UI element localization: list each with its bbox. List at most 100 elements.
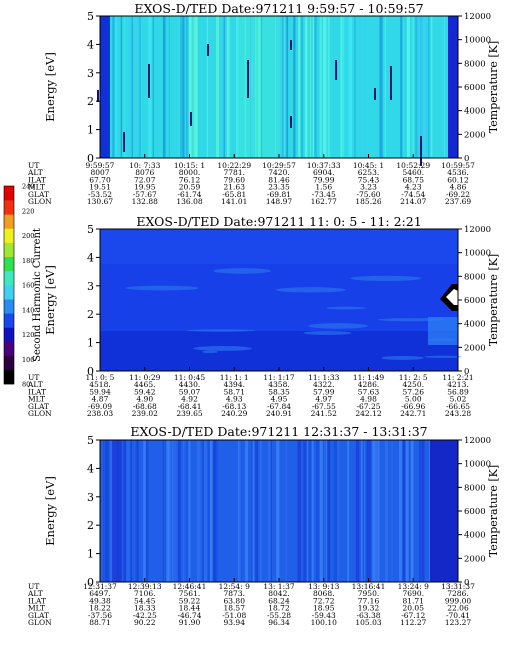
y-axis-left: 0 1 2 3 4 5 Energy [eV] (43, 223, 100, 378)
spectrogram-stripe (223, 16, 225, 158)
spectrogram-band (430, 440, 458, 582)
orbit-row-label: MLT (28, 395, 45, 404)
spectrogram-stripe (359, 16, 362, 158)
orbit-row-label: UT (28, 161, 39, 170)
orbit-cell: -68.13 (222, 402, 246, 411)
orbit-cell: 8042. (268, 589, 289, 598)
spectrogram (100, 440, 458, 582)
y-tick-label: 1 (87, 337, 94, 350)
orbit-cell: -67.25 (356, 402, 380, 411)
spectrogram-stripe (178, 440, 181, 582)
spectrogram-stripe (124, 16, 126, 158)
spectrogram-band (100, 229, 458, 264)
orbit-cell: -55.28 (267, 611, 291, 620)
orbit-cell: 4250. (403, 380, 424, 389)
orbit-cell: 999.00 (445, 596, 471, 605)
spectrogram-stripe (252, 440, 256, 582)
orbit-cell: 105.03 (355, 618, 381, 627)
y2-axis-label: Temperature [K] (487, 254, 500, 346)
spectrogram-dark-feature (335, 60, 337, 80)
spectrogram-stripe (126, 440, 128, 582)
colorbar-segment (4, 256, 14, 272)
spectrogram-stripe (179, 16, 182, 158)
orbit-cell: 67.70 (89, 175, 111, 184)
y-tick-label: 1 (87, 548, 94, 561)
orbit-cell: 75.43 (358, 175, 380, 184)
spectrogram-stripe (182, 440, 185, 582)
colorbar-segment (4, 313, 14, 328)
y-tick-label: 3 (87, 491, 94, 504)
orbit-cell: 7286. (447, 589, 468, 598)
spectrogram-stripe (244, 16, 247, 158)
orbit-cell: 141.01 (221, 197, 247, 206)
spectrogram-dark-feature (207, 44, 209, 56)
y-tick-label: 5 (87, 10, 94, 23)
spectrogram-stripe (115, 16, 117, 158)
spectrogram-stripe (366, 440, 370, 582)
spectrogram-stripe (347, 440, 350, 582)
orbit-cell: 148.97 (266, 197, 292, 206)
spectrogram-dark-feature (123, 132, 125, 152)
panel-1: EXOS-D/TED Date:971211 9:59:57 - 10:59:5… (27, 1, 500, 206)
orbit-cell: 68.24 (268, 596, 290, 605)
spectrogram-stripe (270, 440, 273, 582)
colorbar-segment (4, 327, 14, 342)
y-tick-label: 4 (87, 462, 94, 475)
orbit-cell: 239.02 (132, 409, 158, 418)
orbit-cell: 7561. (179, 589, 200, 598)
y-axis-label: Energy [eV] (43, 476, 57, 546)
spectrogram-stripe (182, 16, 185, 158)
spectrogram-stripe (362, 440, 366, 582)
spectrogram-stripe (364, 16, 367, 158)
spectrogram-stripe (199, 440, 201, 582)
orbit-cell: 22.06 (447, 604, 469, 613)
orbit-cell: 96.34 (268, 618, 290, 627)
orbit-cell: 185.26 (355, 197, 381, 206)
spectrogram-stripe (406, 16, 410, 158)
colorbar: 80 100 120 140 160 180 200 220 240 Second Harmoni… (3, 183, 43, 389)
spectrogram-stripe (284, 16, 287, 158)
spectrogram-patch (202, 350, 219, 354)
orbit-cell: -69.81 (267, 190, 291, 199)
y-axis-right: 0 2000 4000 6000 8000 10000 12000 Temperature [… (458, 436, 500, 588)
orbit-cell: -67.84 (267, 402, 291, 411)
spectrogram-stripe (443, 16, 445, 158)
orbit-cell: 79.60 (224, 175, 246, 184)
orbit-cell: 4.93 (226, 395, 243, 404)
spectrogram-stripe (136, 440, 139, 582)
spectrogram-patch (381, 355, 424, 360)
orbit-cell: 19.51 (89, 183, 110, 192)
spectrogram-stripe (128, 440, 131, 582)
y-axis-right: 0 2000 4000 6000 8000 10000 12000 Temperature [… (458, 225, 500, 377)
y2-tick-label: 4000 (464, 531, 486, 541)
orbit-cell: 7420. (268, 168, 289, 177)
orbit-cell: 3.23 (360, 183, 377, 192)
orbit-cell: 237.69 (445, 197, 471, 206)
orbit-row-label: MLT (28, 183, 45, 192)
orbit-cell: 240.29 (221, 409, 247, 418)
orbit-cell: 10: 7:33 (129, 161, 161, 170)
orbit-cell: -67.55 (312, 402, 336, 411)
spectrogram-stripe (384, 16, 386, 158)
y-tick-label: 3 (87, 67, 94, 80)
y-tick-label: 0 (87, 365, 94, 378)
orbit-cell: 72.07 (134, 175, 156, 184)
orbit-cell: -73.45 (312, 190, 336, 199)
orbit-cell: 9:59:57 (86, 161, 115, 170)
spectrogram-stripe (193, 16, 195, 158)
orbit-cell: 240.91 (266, 409, 292, 418)
orbit-cell: 18.72 (268, 604, 290, 613)
colorbar-label: Second Harmonic Current (32, 228, 43, 362)
spectrogram-stripe (327, 16, 330, 158)
spectrogram-patch (213, 268, 272, 274)
orbit-row-label: GLAT (28, 611, 49, 620)
y-axis-label: Energy [eV] (43, 265, 57, 335)
spectrogram-stripe (281, 16, 284, 158)
y-tick-label: 4 (87, 38, 94, 51)
orbit-cell: 4.97 (315, 395, 332, 404)
spectrogram-dark-feature (97, 90, 99, 102)
y2-tick-label: 8000 (464, 59, 486, 69)
orbit-cell: 123.27 (445, 618, 471, 627)
orbit-cell: -42.25 (133, 611, 157, 620)
